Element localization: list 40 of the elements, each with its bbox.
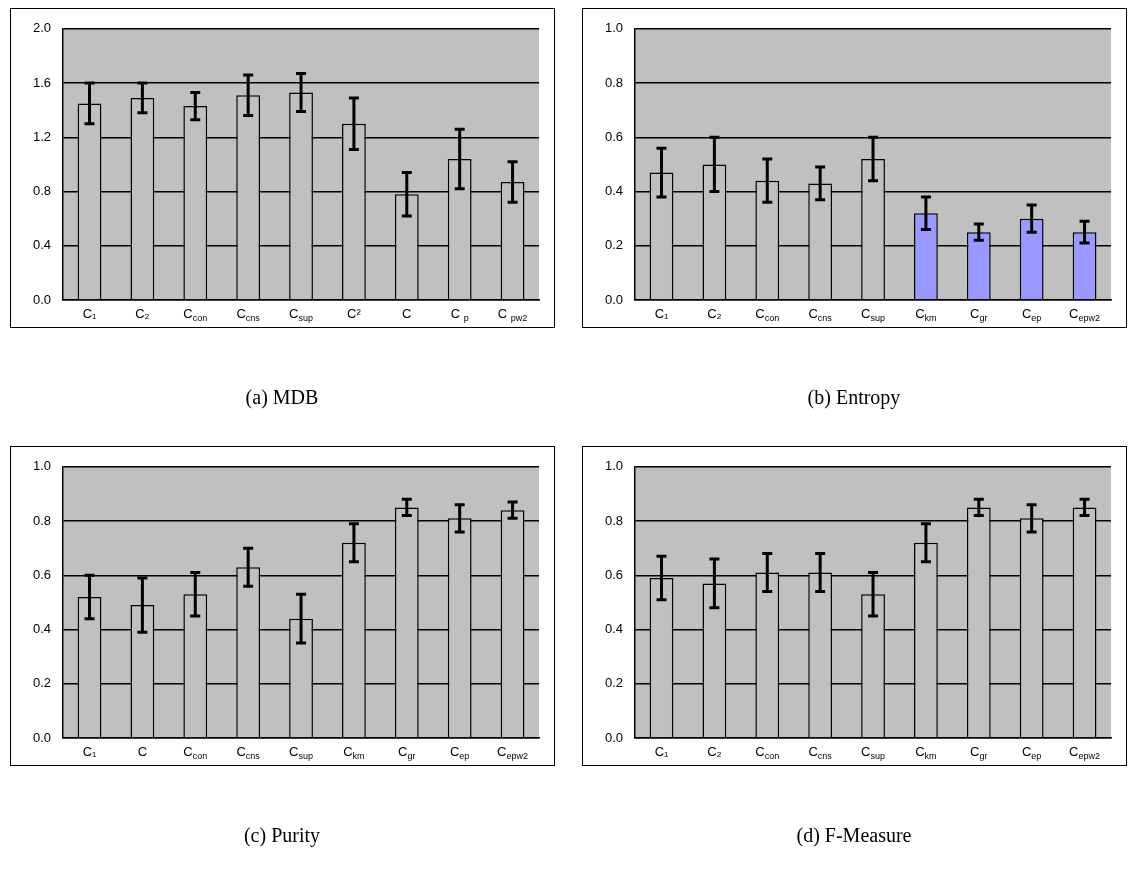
x-tick-label: C₁ [82,306,97,321]
y-tick-label: 0.2 [604,237,623,253]
x-tick-label: C p [450,306,469,323]
y-tick-label: 1.2 [32,128,51,144]
x-tick-label: C₂ [134,306,150,321]
x-tick-label: C pw2 [497,306,527,323]
text: (c) Purity [243,824,321,849]
y-tick-label: 1.0 [32,458,51,474]
y-tick-label: 0.2 [32,675,51,691]
y-tick-label: 0.8 [32,183,51,199]
y-tick-label: 0.8 [604,74,623,90]
x-tick-label: C₁ [82,744,97,759]
y-tick-label: 0.2 [604,675,623,691]
x-tick-label: C [137,744,147,759]
y-tick-label: 0.0 [32,729,51,745]
x-tick-label: C² [346,306,361,321]
y-tick-label: 0.8 [604,512,623,528]
y-tick-label: 0.4 [32,237,51,253]
x-tick-label: C₂ [706,744,722,759]
y-tick-label: 0.4 [32,621,51,637]
y-tick-label: 0.0 [604,729,623,745]
y-tick-label: 0.0 [32,291,51,307]
x-tick-label: C₂ [706,306,722,321]
x-tick-label: C [401,306,411,321]
x-tick-label: C₁ [654,744,669,759]
x-tick-label: C₁ [654,306,669,321]
y-tick-label: 1.0 [604,20,623,36]
y-tick-label: 1.6 [32,74,51,90]
y-tick-label: 0.6 [604,128,623,144]
y-tick-label: 0.4 [604,621,623,637]
y-tick-label: 0.6 [32,566,51,582]
y-tick-label: 0.8 [32,512,51,528]
y-tick-label: 2.0 [32,20,51,36]
y-tick-label: 0.4 [604,183,623,199]
text: (d) F-Measure [796,824,912,849]
y-tick-label: 0.0 [604,291,623,307]
y-tick-label: 0.6 [604,566,623,582]
y-tick-label: 1.0 [604,458,623,474]
text: (a) MDB [245,386,319,411]
text: (b) Entropy [807,386,901,411]
